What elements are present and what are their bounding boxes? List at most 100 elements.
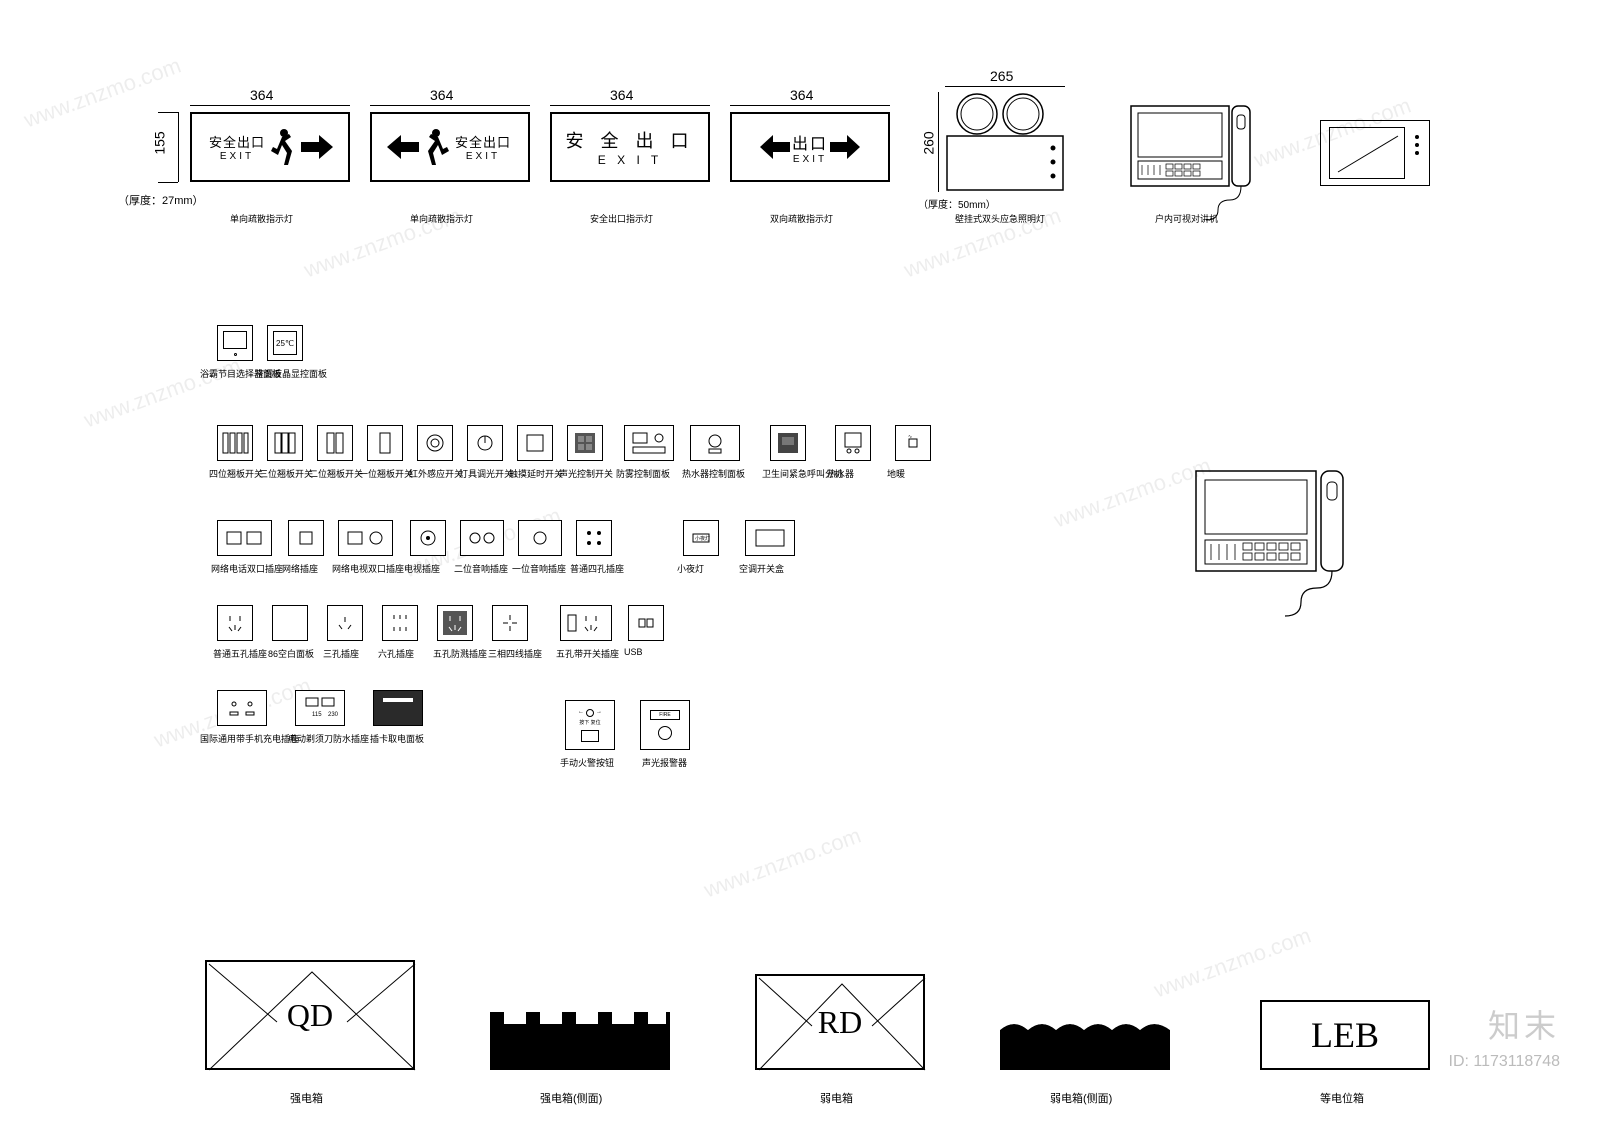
dim-265: 265 [990, 68, 1013, 84]
rd-caption: 弱电箱 [820, 1090, 853, 1106]
exit-sign-right: 安全出口 EXIT [190, 112, 350, 182]
switch-3 [367, 425, 403, 461]
socket-6-label: 普通四孔插座 [570, 562, 624, 575]
power-socket-7-label: USB [624, 647, 643, 657]
power-socket-3 [382, 605, 418, 641]
arrow-right-icon [299, 132, 335, 162]
socket-3-label: 电视插座 [404, 562, 440, 575]
switch-7 [567, 425, 603, 461]
power-socket-2-label: 三孔插座 [323, 647, 359, 660]
alarm-fire-label: FIRE [650, 710, 680, 720]
audio-visual-alarm: FIRE [640, 700, 690, 750]
switch-4 [417, 425, 453, 461]
socket-5 [518, 520, 562, 556]
switch-9 [690, 425, 740, 461]
svg-text:∿: ∿ [908, 434, 912, 440]
dim-364-3: 364 [610, 87, 633, 103]
arrow-left-icon [385, 132, 421, 162]
rd-side [1000, 1018, 1170, 1070]
thickness-note-2: （厚度：50mm） [918, 196, 996, 211]
ac-lcd-panel: 25℃ [267, 325, 303, 361]
power-socket-7 [628, 605, 664, 641]
power-socket-5 [492, 605, 528, 641]
power-socket-1 [272, 605, 308, 641]
arrow-left-icon [758, 132, 792, 162]
qds-caption: 强电箱(侧面) [540, 1090, 602, 1106]
r1-b: 空调液晶显控面板 [255, 367, 327, 380]
running-figure-icon [265, 127, 299, 167]
exit-sign-text: 安 全 出 口 E X I T [550, 112, 710, 182]
sign2-cn: 安全出口 [455, 132, 511, 151]
switch-9-label: 热水器控制面板 [682, 467, 745, 480]
socket-3 [410, 520, 446, 556]
socket-4 [460, 520, 504, 556]
qd-side [490, 1012, 670, 1070]
r5-b: 电动剃须刀防水插座 [288, 732, 369, 745]
r5-e: 声光报警器 [642, 756, 687, 769]
power-socket-4 [437, 605, 473, 641]
switch-8 [624, 425, 674, 461]
fire-alarm-button: ←→ 按下 复位 [565, 700, 615, 750]
switch-3-label: 一位翘板开关 [359, 467, 413, 480]
sign1-cn: 安全出口 [209, 132, 265, 151]
sign4-caption: 双向疏散指示灯 [770, 212, 833, 225]
qd-box: QD [205, 960, 415, 1070]
tablet-device [1320, 120, 1430, 186]
switch-6-label: 触摸延时开关 [509, 467, 563, 480]
temp-display: 25℃ [273, 331, 297, 355]
switch-8-label: 防雾控制面板 [616, 467, 670, 480]
bath-heater-panel [217, 325, 253, 361]
sign4-cn: 出口 [792, 130, 828, 154]
socket-6 [576, 520, 612, 556]
fire-btn-label: 按下 复位 [579, 719, 600, 726]
power-socket-4-label: 五孔防溅插座 [433, 647, 487, 660]
switch-1 [267, 425, 303, 461]
svg-text:小夜灯: 小夜灯 [695, 535, 710, 542]
intl-usb-socket [217, 690, 267, 726]
dim-155: 155 [152, 131, 168, 154]
video-intercom-2 [1195, 470, 1355, 580]
leb-box: LEB [1260, 1000, 1430, 1070]
socket-2 [338, 520, 393, 556]
qd-caption: 强电箱 [290, 1090, 323, 1106]
dim-364-4: 364 [790, 87, 813, 103]
r5-d: 手动火警按钮 [560, 756, 614, 769]
switch-0 [217, 425, 253, 461]
socket-5-label: 一位音响插座 [512, 562, 566, 575]
rd-box: RD [755, 974, 925, 1070]
sign2-caption: 单向疏散指示灯 [410, 212, 473, 225]
switch-4-label: 红外感应开关 [409, 467, 463, 480]
power-socket-5-label: 三相四线插座 [488, 647, 542, 660]
shaver-socket: 115 230 [295, 690, 345, 726]
sign3-caption: 安全出口指示灯 [590, 212, 653, 225]
sign3-cn: 安 全 出 口 [565, 127, 694, 153]
power-socket-6 [560, 605, 612, 641]
socket-1 [288, 520, 324, 556]
power-socket-1-label: 86空白面板 [268, 647, 314, 660]
switch-10 [770, 425, 806, 461]
socket-7: 小夜灯 [683, 520, 719, 556]
switch-6 [517, 425, 553, 461]
power-socket-3-label: 六孔插座 [378, 647, 414, 660]
leb-label: LEB [1311, 1014, 1379, 1056]
sign2-en: EXIT [466, 151, 500, 162]
sign1-en: EXIT [220, 151, 254, 162]
running-figure-icon [421, 127, 455, 167]
switch-0-label: 四位翘板开关 [209, 467, 263, 480]
switch-5 [467, 425, 503, 461]
svg-text:115: 115 [312, 712, 322, 718]
power-socket-2 [327, 605, 363, 641]
sign3-en: E X I T [598, 153, 662, 167]
power-socket-0-label: 普通五孔插座 [213, 647, 267, 660]
rds-caption: 弱电箱(侧面) [1050, 1090, 1112, 1106]
socket-0-label: 网络电话双口插座 [211, 562, 283, 575]
exit-sign-left: 安全出口 EXIT [370, 112, 530, 182]
switch-1-label: 三位翘板开关 [259, 467, 313, 480]
switch-2 [317, 425, 353, 461]
svg-text:230: 230 [328, 712, 339, 718]
emergency-light-icon [945, 92, 1065, 192]
sign4-en: EXIT [793, 154, 827, 165]
socket-4-label: 二位音响插座 [454, 562, 508, 575]
switch-5-label: 灯具调光开关 [459, 467, 513, 480]
dim-364-2: 364 [430, 87, 453, 103]
